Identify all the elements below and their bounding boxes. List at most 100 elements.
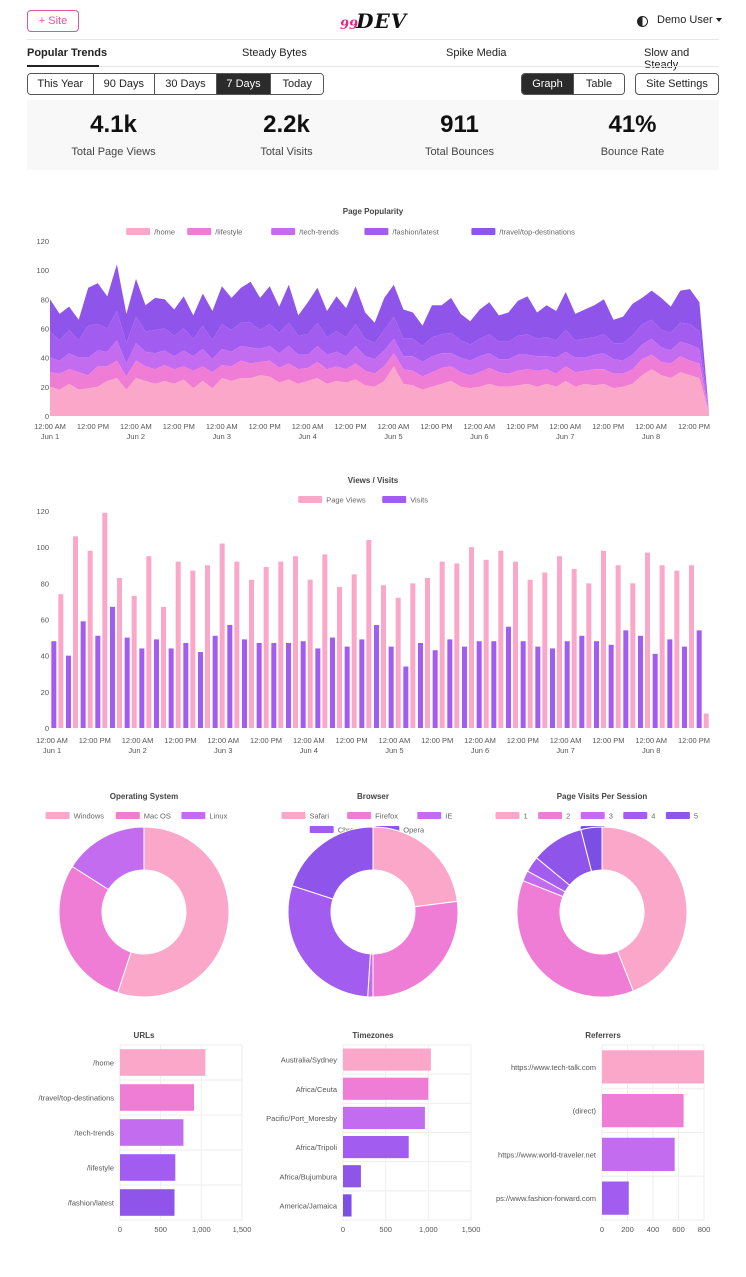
y-tick-label: 40 [41,354,49,363]
stat-value: 4.1k [90,111,137,138]
stat-value: 41% [608,111,657,138]
theme-toggle-icon[interactable] [637,16,648,27]
bar-page-views [337,586,342,728]
bar-page-views [366,539,372,728]
bar-page-views [483,559,489,728]
x-tick-date: Jun 4 [300,746,318,755]
x-tick-label: 12:00 PM [678,736,710,745]
caret-down-icon [715,18,722,23]
bar-visits [388,646,394,728]
range-today-button[interactable]: Today [271,74,323,94]
tab-steady-bytes[interactable]: Steady Bytes [242,47,307,59]
y-category-label: /tech-trends [74,1129,114,1138]
legend-label: /travel/top-destinations [499,228,575,237]
bar-visits [652,653,658,728]
x-tick-label: 0 [341,1225,345,1234]
y-category-label: Africa/Ceuta [296,1085,338,1094]
bar-visits [344,646,350,728]
x-tick-date: Jun 5 [384,432,402,441]
legend-label: 3 [609,812,613,821]
bar-page-views [498,550,504,728]
x-tick-label: 12:00 AM [293,736,325,745]
hbar [602,1137,675,1171]
stats-panel: 4.1k Total Page Views 2.2k Total Visits … [27,100,719,170]
bar-visits [168,648,174,728]
donut-slice [58,865,132,994]
bar-page-views [87,550,93,728]
donut-charts: Operating System Windows Mac OS Linux Browse… [45,792,698,998]
range-7-days-button[interactable]: 7 Days [216,74,272,94]
x-tick-label: 12:00 PM [592,736,624,745]
bar-visits [696,630,702,728]
chart-title: Page Visits Per Session [557,792,648,801]
bar-page-views [542,572,548,728]
x-tick-date: Jun 5 [385,746,403,755]
bar-page-views [381,585,386,728]
x-tick-label: 12:00 AM [120,422,152,431]
bar-visits [462,646,467,728]
bar-visits [198,652,203,728]
view-toggle-group: Graph Table [521,73,625,95]
bar-visits [520,641,526,728]
y-category-label: ps://www.fashion-forward.com [496,1194,596,1203]
hbar [343,1165,361,1188]
graph-view-button[interactable]: Graph [522,74,574,94]
bar-page-views [454,563,460,728]
legend-swatch [271,228,296,235]
stat-bounce-rate: 41% Bounce Rate [546,110,719,158]
site-settings-button[interactable]: Site Settings [635,73,719,95]
bar-page-views [175,561,181,728]
x-tick-label: 1,500 [233,1225,252,1234]
bar-visits [95,635,101,728]
hbar [343,1048,431,1071]
bar-visits [447,639,453,728]
logo-number: 99 [340,18,359,33]
x-tick-label: 12:00 PM [421,736,453,745]
bar-page-views [263,567,269,728]
user-menu[interactable]: Demo User [657,14,722,26]
tab-spike-media[interactable]: Spike Media [446,47,507,59]
bar-page-views [645,552,650,728]
area-series--home [50,366,709,416]
x-tick-date: Jun 3 [213,432,231,441]
x-tick-date: Jun 1 [41,432,59,441]
range-90-days-button[interactable]: 90 Days [93,74,156,94]
y-tick-label: 100 [36,266,49,275]
chart-title: Page Popularity [343,207,404,216]
y-category-label: Australia/Sydney [281,1056,338,1065]
logo[interactable]: 99 DEV [340,9,407,33]
donut-slice [291,826,374,900]
x-tick-label: 12:00 AM [207,736,239,745]
bar-visits [139,648,145,728]
y-tick-label: 80 [41,295,49,304]
x-tick-date: Jun 7 [556,432,574,441]
stat-total-page-views: 4.1k Total Page Views [27,110,200,158]
x-tick-label: 12:00 AM [550,736,582,745]
y-tick-label: 40 [41,652,49,661]
legend-label: Safari [310,812,330,821]
range-this-year-button[interactable]: This Year [28,74,94,94]
tab-popular-trends[interactable]: Popular Trends [27,47,108,59]
range-30-days-button[interactable]: 30 Days [155,74,217,94]
y-category-label: https://www.tech-talk.com [511,1063,596,1072]
legend-label: Opera [403,826,425,835]
add-site-button[interactable]: + Site [27,10,79,32]
x-tick-label: 0 [118,1225,122,1234]
hbar [120,1154,176,1181]
y-tick-label: 0 [45,724,49,733]
chart-title: Views / Visits [348,476,399,485]
area-series--travel-top-destinations [50,264,709,414]
donut-slice [287,885,371,998]
stat-value: 911 [440,111,479,138]
x-tick-label: 12:00 PM [163,422,195,431]
bar-visits [51,641,57,728]
donut-slice [580,826,603,872]
tab-slow-and-steady[interactable]: Slow and Steady [644,47,690,71]
x-tick-label: 12:00 PM [678,422,710,431]
bar-page-views [131,595,137,728]
table-view-button[interactable]: Table [573,74,624,94]
x-tick-date: Jun 1 [43,746,61,755]
bar-visits [608,644,614,728]
y-tick-label: 80 [41,579,49,588]
bar-visits [535,646,541,728]
